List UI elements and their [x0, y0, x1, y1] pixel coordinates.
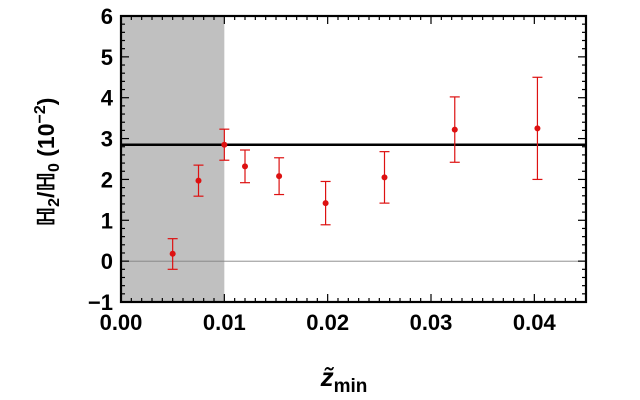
- y-tick-label: 2: [101, 167, 113, 192]
- data-point-1: [167, 238, 178, 270]
- y-axis-label-unit-close: ): [33, 98, 59, 106]
- data-point-3: [219, 128, 230, 161]
- y-tick-label: 5: [101, 45, 113, 70]
- data-point-8: [449, 96, 460, 163]
- data-point-marker: [169, 250, 176, 257]
- data-point-9: [532, 76, 543, 181]
- y-tick-label: 1: [101, 208, 113, 233]
- y-tick-label: −1: [88, 290, 113, 315]
- y-axis-label-h2: ℍ: [33, 207, 59, 227]
- data-point-6: [320, 180, 331, 226]
- x-axis-label: z̃min: [320, 362, 368, 397]
- data-point-4: [240, 149, 250, 184]
- axes: 0.00 0.01 0.02 0.03 0.04 −1 0 1 2 3 4 5 6: [88, 4, 588, 335]
- x-tick-label: 0.01: [203, 310, 246, 335]
- plot-frame: [119, 14, 588, 304]
- data-point-marker: [322, 200, 329, 207]
- data-point-marker: [276, 173, 283, 180]
- y-tick-label: 4: [101, 86, 114, 111]
- data-point-marker: [221, 141, 228, 148]
- data-point-7: [379, 151, 390, 204]
- y-tick-label: 6: [101, 4, 113, 29]
- y-tick-label: 0: [101, 249, 113, 274]
- x-axis-label-main: z̃: [320, 362, 335, 392]
- y-axis-label-sub2: 2: [46, 198, 63, 207]
- y-axis-label: ℍ2/ℍ0 (10−2): [32, 98, 63, 227]
- data-point-marker: [534, 125, 541, 132]
- x-tick-label: 0.04: [513, 310, 557, 335]
- y-axis-label-exponent: −2: [32, 105, 49, 123]
- y-tick-label: 3: [101, 127, 113, 152]
- data-point-marker: [242, 163, 248, 170]
- data-point-marker: [195, 177, 202, 184]
- x-tick-label: 0.02: [306, 310, 349, 335]
- data-point-marker: [381, 174, 388, 181]
- y-axis-label-over-h0: /ℍ: [33, 172, 59, 198]
- plot-area: [121, 16, 586, 302]
- x-tick-label: 0.03: [410, 310, 453, 335]
- y-axis-label-sub0: 0: [46, 163, 63, 172]
- data-point-marker: [451, 126, 458, 133]
- data-point-5: [274, 157, 285, 196]
- x-tick-label: 0.00: [100, 310, 143, 335]
- data-point-2: [193, 164, 204, 197]
- x-axis-label-subscript: min: [334, 376, 368, 397]
- y-axis-label-unit: (10: [33, 123, 59, 163]
